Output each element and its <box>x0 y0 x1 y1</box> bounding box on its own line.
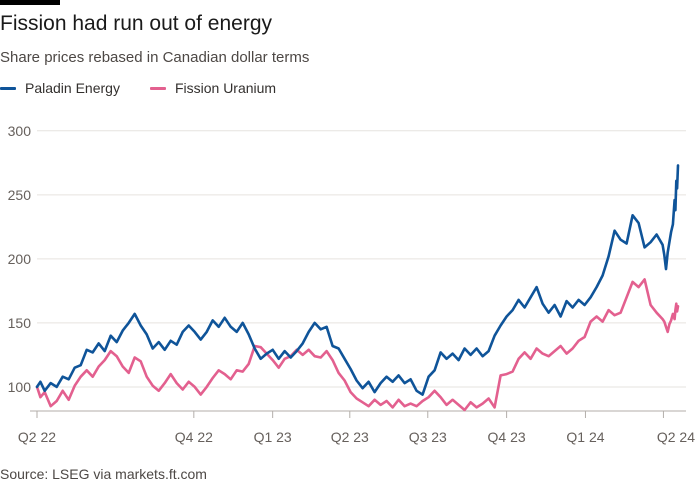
series-lines <box>35 164 680 412</box>
source-note: Source: LSEG via markets.ft.com <box>0 466 207 482</box>
y-tick-label-300: 300 <box>8 123 32 139</box>
legend-label-paladin: Paladin Energy <box>25 80 120 96</box>
x-tick-label: Q1 23 <box>254 429 292 445</box>
y-tick-label-200: 200 <box>8 251 32 267</box>
legend: Paladin Energy Fission Uranium <box>0 80 306 96</box>
x-tick-label: Q1 24 <box>566 429 604 445</box>
x-tick-label: Q4 23 <box>488 429 526 445</box>
legend-swatch-paladin <box>0 86 16 90</box>
x-tick-label: Q3 23 <box>409 429 447 445</box>
x-tick-label: Q2 24 <box>657 429 695 445</box>
gridlines <box>37 130 686 388</box>
legend-label-fission: Fission Uranium <box>174 80 277 96</box>
legend-item-fission: Fission Uranium <box>149 80 277 96</box>
x-tick-label: Q2 23 <box>331 429 369 445</box>
x-tick-label: Q2 22 <box>18 429 56 445</box>
y-tick-label-250: 250 <box>8 187 32 203</box>
x-axis: Q2 22 Q4 22 Q1 23 Q2 23 Q3 23 Q4 23 Q1 24 Q2 24 <box>18 410 695 445</box>
y-tick-label-100: 100 <box>8 379 32 395</box>
legend-item-paladin: Paladin Energy <box>0 80 120 96</box>
series-line-fission-uranium <box>35 278 680 412</box>
y-axis: 100 150 200 250 300 <box>8 123 32 395</box>
x-tick-label: Q4 22 <box>175 429 213 445</box>
legend-swatch-fission <box>149 86 166 90</box>
series-line-paladin-energy <box>35 164 680 396</box>
chart-title: Fission had run out of energy <box>0 12 272 35</box>
y-tick-label-150: 150 <box>8 315 32 331</box>
chart-subtitle: Share prices rebased in Canadian dollar … <box>0 49 310 66</box>
header-accent-bar <box>0 0 60 5</box>
